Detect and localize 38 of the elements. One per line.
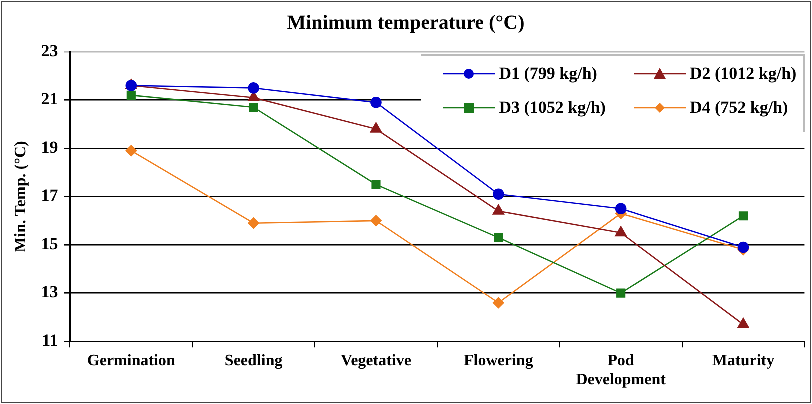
chart-title: Minimum temperature (°C)	[286, 12, 526, 35]
x-tick-label: Maturity	[712, 352, 775, 370]
y-tick-label: 23	[41, 41, 58, 60]
legend-label: D1 (799 kg/h)	[499, 64, 598, 84]
y-tick-label: 13	[41, 282, 58, 302]
point	[493, 188, 504, 200]
point	[126, 145, 138, 157]
legend-label: D2 (1012 kg/h)	[690, 64, 797, 84]
y-tick-label: 21	[41, 90, 58, 109]
legend-label: D4 (752 kg/h)	[690, 98, 788, 118]
point	[248, 218, 260, 229]
y-tick-label: 19	[41, 138, 58, 157]
point	[248, 82, 260, 94]
point	[738, 318, 750, 328]
point	[249, 102, 258, 112]
x-tick-label: Flowering	[464, 352, 534, 370]
point	[492, 204, 505, 215]
x-tick-label: Vegetative	[340, 352, 412, 370]
point	[372, 180, 381, 190]
point	[493, 297, 504, 309]
point	[370, 122, 382, 133]
y-tick-label: 11	[42, 330, 58, 350]
point	[738, 212, 748, 221]
point	[126, 90, 136, 100]
y-tick-label: 15	[41, 234, 58, 254]
point	[615, 203, 627, 215]
point	[616, 288, 626, 298]
x-tick-label: Germination	[87, 352, 176, 370]
point	[494, 233, 504, 242]
point	[370, 97, 382, 108]
x-tick-label: Pod Development	[576, 352, 667, 389]
point	[738, 242, 750, 254]
y-axis-title: Min. Temp. (°C)	[12, 141, 30, 252]
x-tick-label: Seedling	[224, 352, 283, 370]
point	[615, 226, 627, 237]
legend-label: D3 (1052 kg/h)	[499, 98, 606, 118]
y-tick-label: 17	[41, 186, 59, 206]
point	[370, 215, 382, 227]
